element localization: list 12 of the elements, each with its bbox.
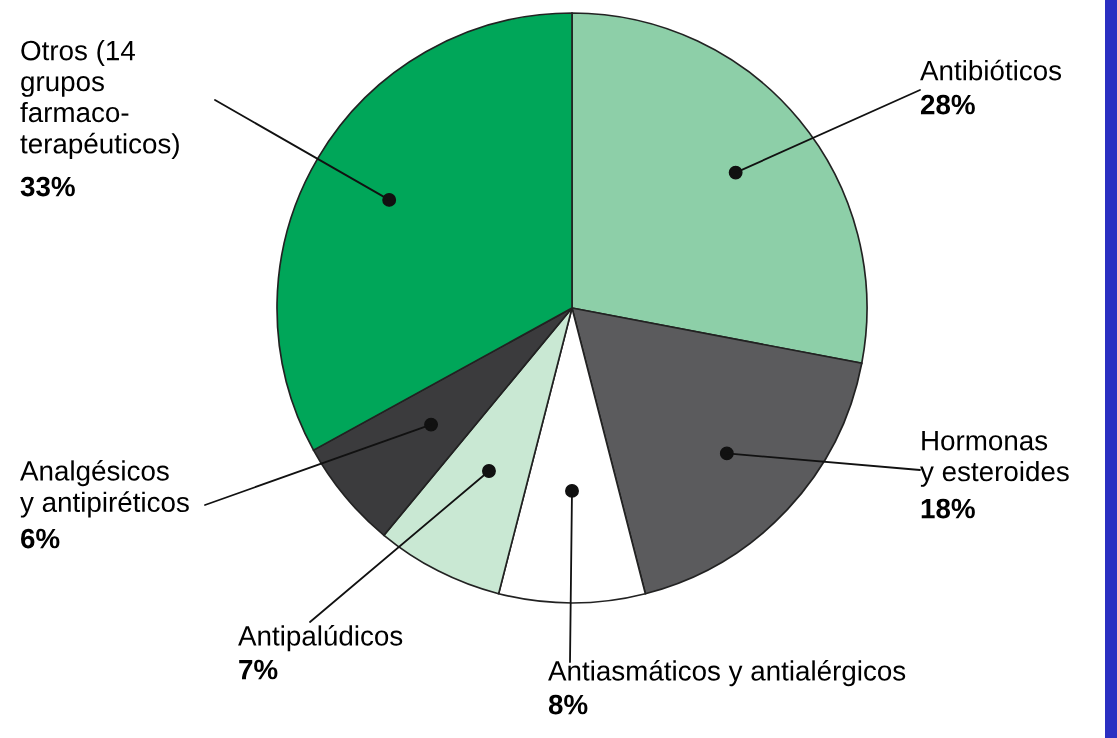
slice-label: Antibióticos — [920, 59, 1062, 81]
slice-label: Antiasmáticos y antialérgicos — [548, 660, 906, 687]
data-label: 33% — [20, 176, 75, 197]
slice-label: Hormonas y esteroides — [920, 431, 1069, 487]
slice-label: Analgésicos y antipiréticos — [20, 460, 189, 518]
data-label: 7% — [239, 659, 278, 680]
data-label: 8% — [548, 694, 588, 715]
data-label: 6% — [21, 528, 60, 549]
data-label: 28% — [920, 94, 975, 115]
slice-label: Antipalúdicos — [238, 625, 403, 652]
data-label: 18% — [921, 498, 975, 519]
slice-label: Otros (14 grupos farmaco- terapéuticos) — [20, 40, 179, 160]
